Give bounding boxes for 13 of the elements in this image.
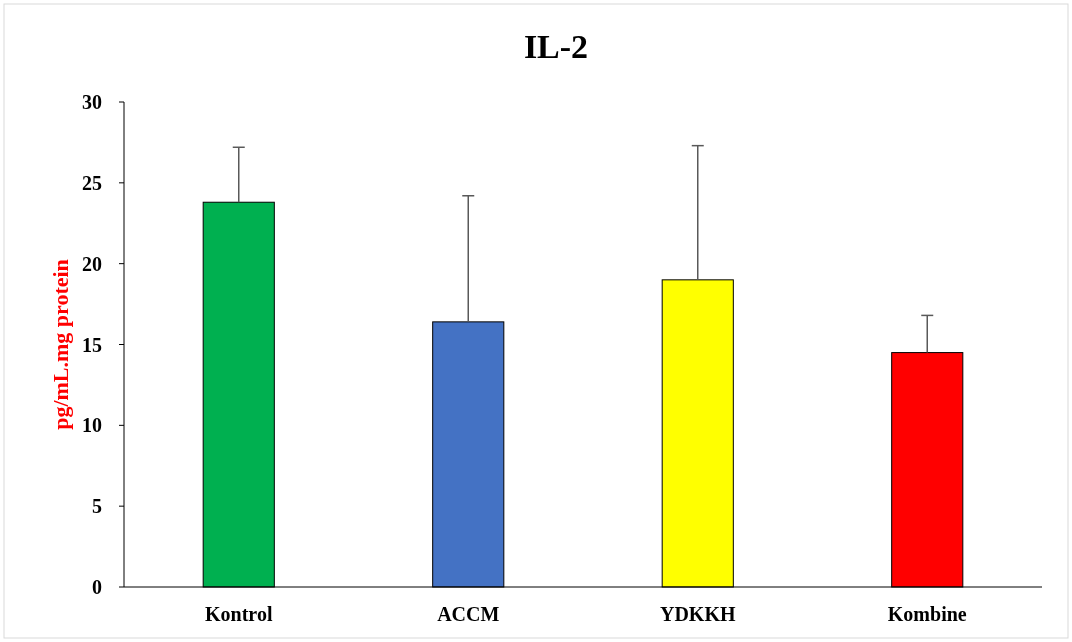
x-tick-label: ACCM xyxy=(437,603,500,625)
y-axis-title: pg/mL.mg protein xyxy=(48,259,73,430)
y-tick-label: 10 xyxy=(82,414,102,437)
y-tick-label: 30 xyxy=(82,91,102,113)
y-tick-label: 5 xyxy=(92,495,102,518)
x-tick-label: Kontrol xyxy=(205,603,273,625)
y-tick-label: 25 xyxy=(82,171,102,194)
y-tick-label: 20 xyxy=(82,252,102,275)
chart-title: IL-2 xyxy=(523,28,589,65)
x-tick-label: YDKKH xyxy=(659,603,736,625)
y-tick-label: 0 xyxy=(92,576,102,598)
y-tick-label: 15 xyxy=(82,333,102,356)
x-tick-label: Kombine xyxy=(887,603,967,625)
